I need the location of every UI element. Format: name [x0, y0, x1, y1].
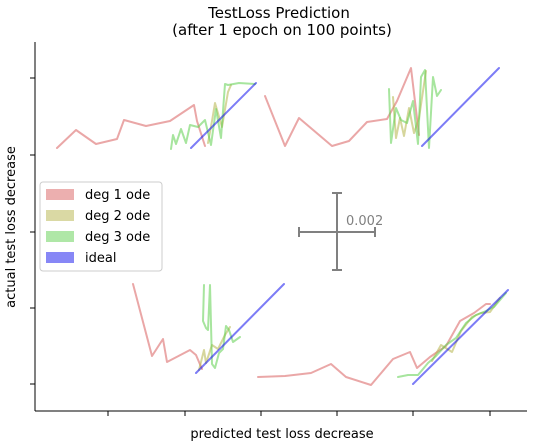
- series-line-ideal-2: [421, 67, 500, 147]
- legend-swatch-deg-1-ode: [46, 189, 74, 200]
- scale-bar: 0.002: [298, 192, 383, 271]
- axes: [30, 42, 527, 416]
- legend-items: deg 1 ode deg 2 ode deg 3 ode ideal: [46, 188, 150, 266]
- series-line-deg-3-ode-3: [202, 284, 241, 369]
- legend-label-deg-1-ode: deg 1 ode: [85, 188, 150, 203]
- y-axis-label: actual test loss decrease: [4, 146, 19, 308]
- legend-swatch-deg-2-ode: [46, 210, 74, 221]
- series-line-deg-2-ode-1: [207, 84, 232, 144]
- legend-swatch-deg-3-ode: [46, 231, 74, 242]
- series-line-deg-3-ode-1: [170, 82, 256, 150]
- series-line-deg-1-ode-4: [257, 303, 491, 386]
- plot-lines: [56, 67, 509, 386]
- series-line-deg-3-ode-2: [388, 69, 442, 149]
- legend-label-ideal: ideal: [85, 251, 116, 266]
- series-line-deg-1-ode-1: [56, 104, 206, 149]
- legend: deg 1 ode deg 2 ode deg 3 ode ideal: [39, 181, 163, 272]
- legend-label-deg-3-ode: deg 3 ode: [85, 230, 150, 245]
- series-line-deg-1-ode-2: [264, 67, 420, 147]
- chart-title: TestLoss Prediction: [207, 4, 350, 22]
- legend-box: [39, 181, 163, 272]
- legend-label-deg-2-ode: deg 2 ode: [85, 209, 150, 224]
- scale-bar-label: 0.002: [346, 214, 383, 229]
- x-axis-label: predicted test loss decrease: [190, 427, 373, 442]
- series-line-ideal-1: [190, 82, 257, 149]
- legend-swatch-ideal: [46, 252, 74, 263]
- series-line-ideal-4: [412, 289, 509, 385]
- series-line-deg-1-ode-3: [132, 283, 203, 370]
- chart-subtitle: (after 1 epoch on 100 points): [172, 21, 392, 39]
- series-line-ideal-3: [195, 283, 285, 374]
